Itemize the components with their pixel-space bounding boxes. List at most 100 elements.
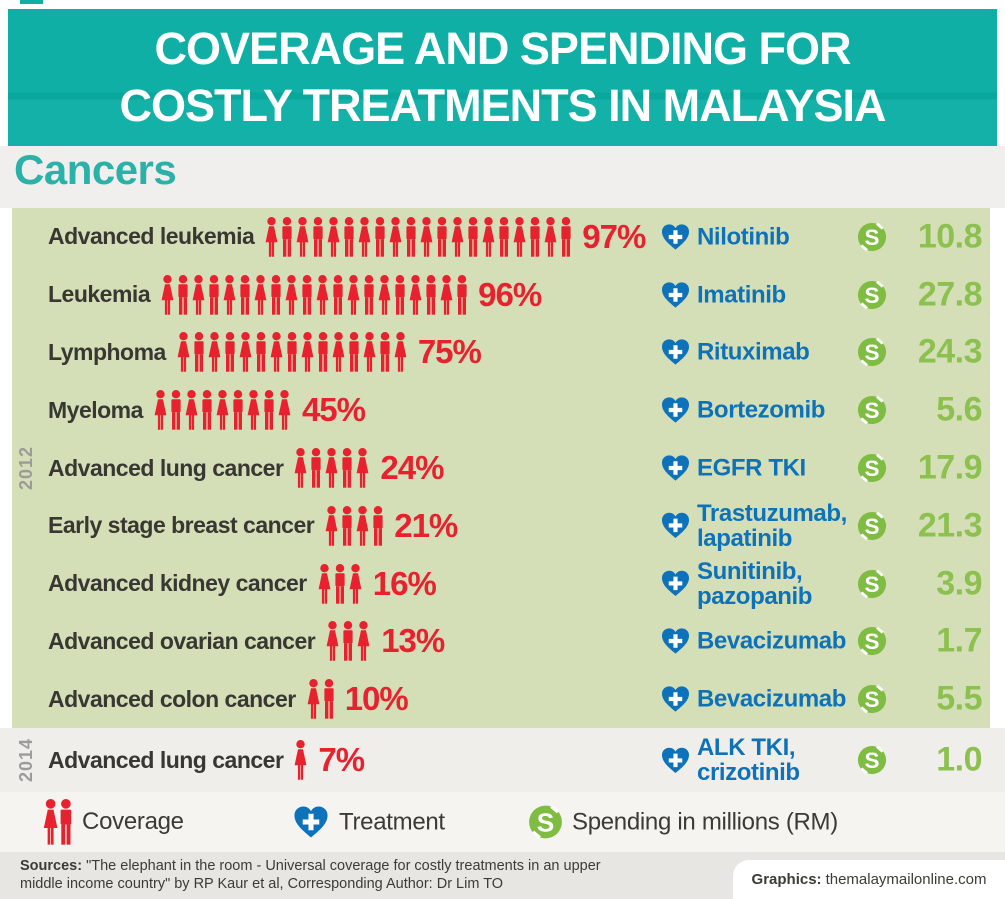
person-male-icon	[363, 274, 375, 315]
dollar-icon: S	[857, 453, 887, 483]
condition-label: Advanced lung cancer	[48, 746, 284, 773]
data-row: Advanced leukemia 97% Nilotinib S 10.8	[12, 208, 990, 266]
person-female-icon	[355, 505, 370, 546]
person-female-icon	[317, 563, 332, 604]
sources-text: "The elephant in the room - Universal co…	[20, 858, 601, 892]
svg-text:S: S	[864, 283, 879, 308]
person-male-icon	[193, 332, 205, 373]
dollar-icon: S	[857, 684, 887, 714]
svg-text:S: S	[864, 340, 879, 365]
spending-value: 5.5	[936, 679, 982, 718]
svg-text:S: S	[864, 748, 879, 773]
condition-label: Advanced lung cancer	[48, 454, 284, 481]
svg-text:S: S	[864, 456, 879, 481]
coverage-icons	[293, 448, 372, 488]
person-female-icon	[315, 274, 330, 315]
spending-value: 27.8	[917, 275, 983, 314]
coverage-percent: 21%	[394, 506, 458, 544]
person-female-icon	[284, 274, 299, 315]
spending-value: 10.8	[917, 217, 983, 256]
section-title: Cancers	[14, 146, 177, 193]
svg-text:S: S	[864, 225, 879, 250]
condition-label: Myeloma	[48, 396, 143, 423]
svg-text:S: S	[537, 807, 555, 837]
coverage-percent: 16%	[372, 564, 437, 602]
legend-label: Coverage	[82, 808, 184, 835]
heart-cross-icon	[660, 454, 691, 483]
person-male-icon	[560, 216, 572, 257]
person-female-icon	[357, 216, 372, 257]
graphics-credit: Graphics: themalaymailonline.com	[733, 860, 1005, 899]
person-female-icon	[264, 216, 279, 257]
person-female-icon	[153, 390, 168, 430]
condition-label: Advanced ovarian cancer	[48, 627, 316, 654]
coverage-icons	[325, 621, 373, 662]
person-female-icon	[543, 216, 558, 257]
person-female-icon	[293, 740, 308, 780]
coverage-icons	[317, 563, 365, 604]
person-female-icon	[184, 390, 199, 430]
condition-label: Advanced kidney cancer	[48, 570, 307, 597]
page-title: COVERAGE AND SPENDING FOR COSTLY TREATME…	[8, 9, 997, 134]
person-female-icon	[246, 390, 261, 430]
coverage-percent: 45%	[301, 391, 366, 429]
treatment-name: Sunitinib, pazopanib	[697, 557, 813, 610]
treatment-cell: Bevacizumab	[660, 627, 846, 656]
person-female-icon	[450, 216, 465, 257]
person-male-icon	[348, 332, 360, 373]
dollar-icon: S	[528, 805, 563, 840]
person-female-icon	[215, 390, 230, 430]
person-male-icon	[312, 216, 324, 257]
spending-value: 1.0	[936, 740, 982, 779]
data-row: Myeloma 45% Bortezomib S 5.6	[12, 381, 990, 439]
legend-item: Coverage	[42, 799, 184, 845]
dollar-icon: S	[857, 222, 887, 252]
treatment-cell: Sunitinib, pazopanib	[660, 559, 812, 609]
page-title-line1: COVERAGE AND SPENDING FOR	[154, 23, 852, 74]
person-male-icon	[341, 448, 353, 488]
person-female-icon	[346, 274, 361, 315]
treatment-cell: Nilotinib	[660, 222, 790, 251]
person-female-icon	[419, 216, 434, 257]
person-male-icon	[263, 390, 275, 430]
person-male-icon	[372, 505, 384, 546]
spending-value: 1.7	[936, 621, 982, 660]
person-male-icon	[310, 448, 322, 488]
treatment-name: EGFR TKI	[697, 454, 806, 482]
condition-label: Advanced leukemia	[48, 223, 255, 250]
coverage-icons	[153, 390, 294, 430]
data-row: Advanced ovarian cancer 13% Bevacizumab S 1.…	[12, 612, 990, 670]
data-row: Advanced lung cancer 7% ALK TKI, crizotini…	[12, 728, 990, 792]
data-row: Advanced lung cancer 24% EGFR TKI S 17.9	[12, 439, 990, 497]
person-female-icon	[222, 274, 237, 315]
footer: Sources: "The elephant in the room - Uni…	[0, 852, 1005, 899]
section-band: Cancers	[0, 146, 1005, 208]
heart-cross-icon	[660, 627, 691, 656]
svg-text:S: S	[864, 572, 879, 597]
person-female-icon	[191, 274, 206, 315]
rows-2012: Advanced leukemia 97% Nilotinib S 10.8 Leukem…	[12, 208, 990, 728]
person-male-icon	[270, 274, 282, 315]
dollar-icon: S	[857, 569, 887, 599]
coverage-percent: 13%	[381, 622, 445, 660]
sources-note: Sources: "The elephant in the room - Uni…	[20, 857, 620, 893]
coverage-percent: 10%	[344, 680, 409, 718]
heart-cross-icon	[292, 804, 330, 839]
coverage-percent: 96%	[478, 275, 542, 313]
person-female-icon	[324, 505, 339, 546]
condition-label: Advanced colon cancer	[48, 685, 296, 712]
person-female-icon	[377, 274, 392, 315]
heart-cross-icon	[660, 746, 691, 775]
treatment-name: Imatinib	[697, 281, 786, 309]
person-female-icon	[176, 332, 191, 373]
legend-item: Treatment	[292, 804, 445, 839]
coverage-icons	[160, 274, 470, 315]
person-male-icon	[498, 216, 510, 257]
person-male-icon	[201, 390, 213, 430]
person-male-icon	[341, 505, 353, 546]
person-female-icon	[512, 216, 527, 257]
heart-cross-icon	[660, 569, 691, 598]
dollar-icon: S	[857, 280, 887, 310]
person-female-icon	[331, 332, 346, 373]
